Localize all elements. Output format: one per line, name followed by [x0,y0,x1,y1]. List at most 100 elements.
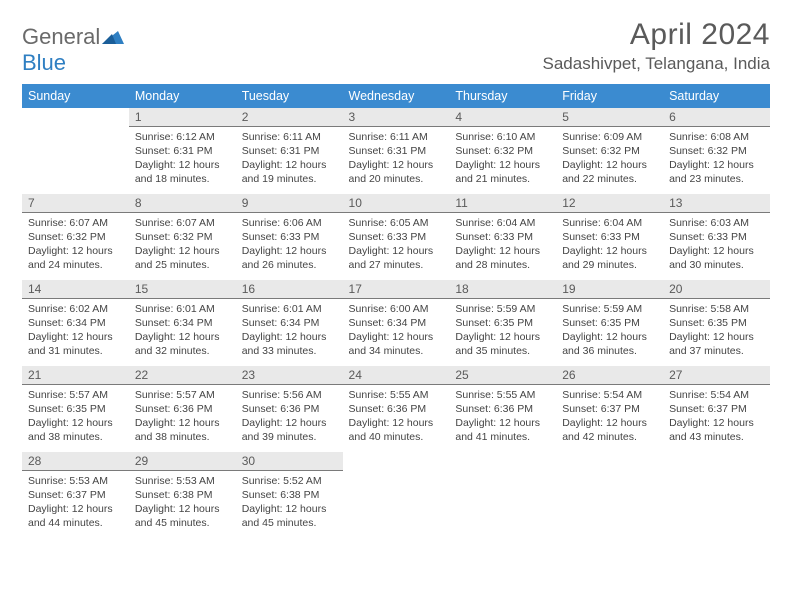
day-number: 18 [449,280,556,298]
daylight-line: Daylight: 12 hours and 26 minutes. [242,245,327,271]
day-details: Sunrise: 6:09 AMSunset: 6:32 PMDaylight:… [556,126,663,194]
sunset-line: Sunset: 6:32 PM [669,145,747,157]
day-number: 9 [236,194,343,212]
daylight-line: Daylight: 12 hours and 18 minutes. [135,159,220,185]
day-details: Sunrise: 5:54 AMSunset: 6:37 PMDaylight:… [556,384,663,452]
day-number: 10 [343,194,450,212]
daylight-line: Daylight: 12 hours and 41 minutes. [455,417,540,443]
sunrise-line: Sunrise: 6:11 AM [242,131,321,143]
day-details: Sunrise: 6:10 AMSunset: 6:32 PMDaylight:… [449,126,556,194]
day-number: 14 [22,280,129,298]
sunset-line: Sunset: 6:32 PM [28,231,106,243]
sunset-line: Sunset: 6:34 PM [242,317,320,329]
sunset-line: Sunset: 6:37 PM [669,403,747,415]
day-details: Sunrise: 5:53 AMSunset: 6:37 PMDaylight:… [22,470,129,538]
daylight-line: Daylight: 12 hours and 21 minutes. [455,159,540,185]
day-details: Sunrise: 6:11 AMSunset: 6:31 PMDaylight:… [236,126,343,194]
day-number: 5 [556,108,663,126]
sunset-line: Sunset: 6:33 PM [562,231,640,243]
sunrise-line: Sunrise: 5:56 AM [242,389,322,401]
day-number: 1 [129,108,236,126]
sunrise-line: Sunrise: 5:53 AM [28,475,108,487]
calendar-body: 123456Sunrise: 6:12 AMSunset: 6:31 PMDay… [22,108,770,538]
daylight-line: Daylight: 12 hours and 38 minutes. [135,417,220,443]
day-number: 8 [129,194,236,212]
dow-header: Tuesday [236,84,343,108]
sunrise-line: Sunrise: 5:54 AM [669,389,749,401]
sunset-line: Sunset: 6:33 PM [242,231,320,243]
day-number: 7 [22,194,129,212]
day-details: Sunrise: 5:55 AMSunset: 6:36 PMDaylight:… [449,384,556,452]
day-number: 19 [556,280,663,298]
day-details: Sunrise: 6:01 AMSunset: 6:34 PMDaylight:… [236,298,343,366]
day-details: Sunrise: 6:05 AMSunset: 6:33 PMDaylight:… [343,212,450,280]
sunrise-line: Sunrise: 5:58 AM [669,303,749,315]
daylight-line: Daylight: 12 hours and 31 minutes. [28,331,113,357]
day-details: Sunrise: 5:57 AMSunset: 6:35 PMDaylight:… [22,384,129,452]
day-number: 25 [449,366,556,384]
daylight-line: Daylight: 12 hours and 35 minutes. [455,331,540,357]
logo-word2: Blue [22,50,66,75]
sunrise-line: Sunrise: 5:53 AM [135,475,215,487]
day-details: Sunrise: 6:01 AMSunset: 6:34 PMDaylight:… [129,298,236,366]
empty-cell [663,470,770,538]
dow-header: Thursday [449,84,556,108]
daynum-row: 123456 [22,108,770,126]
daylight-line: Daylight: 12 hours and 45 minutes. [135,503,220,529]
sunrise-line: Sunrise: 5:57 AM [28,389,108,401]
day-details: Sunrise: 6:08 AM Sunset: 6:32 PM Daylight:… [663,126,770,194]
empty-cell [449,452,556,470]
daylight-line: Daylight: 12 hours and 44 minutes. [28,503,113,529]
daylight-line: Daylight: 12 hours and 23 minutes. [669,159,754,185]
sunrise-line: Sunrise: 5:59 AM [562,303,642,315]
dow-header: Monday [129,84,236,108]
empty-cell [556,452,663,470]
day-number: 30 [236,452,343,470]
sunset-line: Sunset: 6:32 PM [562,145,640,157]
daylight-line: Daylight: 12 hours and 36 minutes. [562,331,647,357]
day-details: Sunrise: 5:57 AMSunset: 6:36 PMDaylight:… [129,384,236,452]
sunrise-line: Sunrise: 6:08 AM [669,131,749,143]
daylight-line: Daylight: 12 hours and 25 minutes. [135,245,220,271]
sunset-line: Sunset: 6:37 PM [562,403,640,415]
day-number: 26 [556,366,663,384]
logo-word1: General [22,24,100,49]
empty-cell [449,470,556,538]
daynum-row: 282930 [22,452,770,470]
calendar-table: SundayMondayTuesdayWednesdayThursdayFrid… [22,84,770,538]
day-number: 28 [22,452,129,470]
daylight-line: Daylight: 12 hours and 37 minutes. [669,331,754,357]
sunrise-line: Sunrise: 5:55 AM [349,389,429,401]
dow-header: Sunday [22,84,129,108]
empty-cell [22,108,129,126]
empty-cell [663,452,770,470]
sunset-line: Sunset: 6:36 PM [349,403,427,415]
daylight-line: Daylight: 12 hours and 28 minutes. [455,245,540,271]
header: General Blue April 2024 Sadashivpet, Tel… [22,18,770,76]
day-details: Sunrise: 5:54 AMSunset: 6:37 PMDaylight:… [663,384,770,452]
day-details: Sunrise: 6:04 AMSunset: 6:33 PMDaylight:… [556,212,663,280]
daylight-line: Daylight: 12 hours and 29 minutes. [562,245,647,271]
sunset-line: Sunset: 6:36 PM [455,403,533,415]
sunrise-line: Sunrise: 6:02 AM [28,303,108,315]
day-number: 21 [22,366,129,384]
body-row: Sunrise: 5:53 AMSunset: 6:37 PMDaylight:… [22,470,770,538]
day-number: 4 [449,108,556,126]
sunset-line: Sunset: 6:34 PM [28,317,106,329]
sunset-line: Sunset: 6:36 PM [242,403,320,415]
daylight-line: Daylight: 12 hours and 30 minutes. [669,245,754,271]
sunset-line: Sunset: 6:35 PM [669,317,747,329]
sunrise-line: Sunrise: 6:00 AM [349,303,429,315]
body-row: Sunrise: 5:57 AMSunset: 6:35 PMDaylight:… [22,384,770,452]
sunrise-line: Sunrise: 6:07 AM [28,217,108,229]
sunrise-line: Sunrise: 6:01 AM [135,303,215,315]
daynum-row: 14151617181920 [22,280,770,298]
day-number: 24 [343,366,450,384]
sunset-line: Sunset: 6:34 PM [135,317,213,329]
day-number: 12 [556,194,663,212]
sunset-line: Sunset: 6:32 PM [135,231,213,243]
sunrise-line: Sunrise: 6:10 AM [455,131,535,143]
daylight-line: Daylight: 12 hours and 34 minutes. [349,331,434,357]
sunset-line: Sunset: 6:33 PM [669,231,747,243]
daylight-line: Daylight: 12 hours and 20 minutes. [349,159,434,185]
